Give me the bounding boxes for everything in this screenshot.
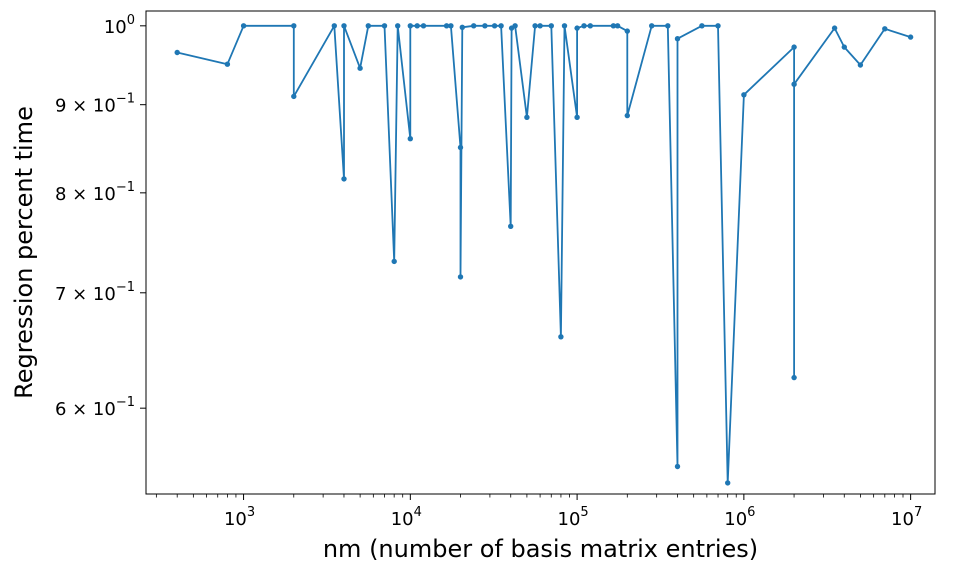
data-point [725, 480, 731, 486]
data-point [420, 23, 427, 29]
data-point [699, 23, 705, 29]
x-tick-label: 104 [391, 505, 422, 530]
data-point [457, 274, 464, 280]
data-point [291, 23, 297, 29]
data-point [581, 23, 587, 29]
data-point [614, 23, 621, 29]
data-point [649, 23, 655, 29]
y-axis-label: Regression percent time [10, 106, 38, 399]
data-point [457, 144, 464, 151]
data-point [407, 136, 413, 142]
data-point [558, 334, 564, 340]
data-point [291, 93, 297, 100]
data-point [665, 23, 671, 29]
data-point [512, 23, 518, 29]
y-tick-label: 7 × 10−1 [55, 280, 135, 305]
data-point [532, 23, 538, 29]
data-point [491, 23, 498, 29]
data-point [471, 23, 477, 29]
data-point [341, 23, 347, 29]
data-point [508, 223, 514, 229]
data-point [907, 34, 914, 40]
data-point [407, 23, 413, 29]
data-point [365, 23, 371, 29]
data-point [331, 23, 337, 29]
data-point [574, 114, 580, 121]
data-point [391, 258, 397, 265]
data-point [791, 81, 797, 87]
x-axis-label: nm (number of basis matrix entries) [323, 535, 758, 563]
data-point [674, 463, 681, 470]
data-point [548, 23, 554, 29]
plot-area-frame [145, 10, 936, 495]
data-point [341, 176, 347, 182]
data-point [459, 24, 465, 30]
data-point [791, 44, 797, 50]
data-point [443, 23, 450, 29]
data-point [448, 23, 454, 29]
x-tick-label: 105 [558, 505, 589, 530]
data-point [524, 114, 530, 121]
data-point [624, 28, 630, 34]
data-point [857, 62, 864, 68]
y-tick-label: 100 [104, 13, 135, 38]
data-point [741, 92, 747, 98]
data-point [357, 65, 363, 71]
x-minor-ticks [155, 494, 904, 498]
data-point [791, 374, 797, 381]
data-point [831, 25, 838, 31]
data-point [674, 36, 681, 42]
y-tick-label: 8 × 10−1 [55, 180, 135, 205]
data-point [882, 26, 888, 32]
data-point [537, 23, 543, 29]
data-point [610, 23, 617, 29]
data-point [381, 23, 388, 29]
data-point [240, 23, 247, 29]
data-point [624, 112, 630, 119]
x-axis-ticks: 103 104 105 106 107 [224, 494, 922, 530]
data-point [224, 61, 231, 67]
data-point [395, 23, 401, 29]
data-point [841, 44, 847, 50]
data-point [174, 49, 180, 56]
x-tick-label: 106 [724, 505, 755, 530]
y-tick-label: 6 × 10−1 [55, 395, 135, 420]
data-point [561, 23, 568, 29]
x-tick-label: 107 [891, 505, 922, 530]
x-tick-label: 103 [224, 505, 255, 530]
data-point [498, 23, 504, 29]
series [174, 23, 914, 486]
data-point [414, 23, 420, 29]
y-axis-ticks: 100 9 × 10−1 8 × 10−1 7 × 10−1 6 × 10−1 [55, 13, 146, 420]
data-point [482, 23, 488, 29]
y-tick-label: 9 × 10−1 [55, 92, 135, 117]
data-point [574, 25, 580, 31]
data-point [715, 23, 721, 29]
data-point [587, 23, 593, 29]
